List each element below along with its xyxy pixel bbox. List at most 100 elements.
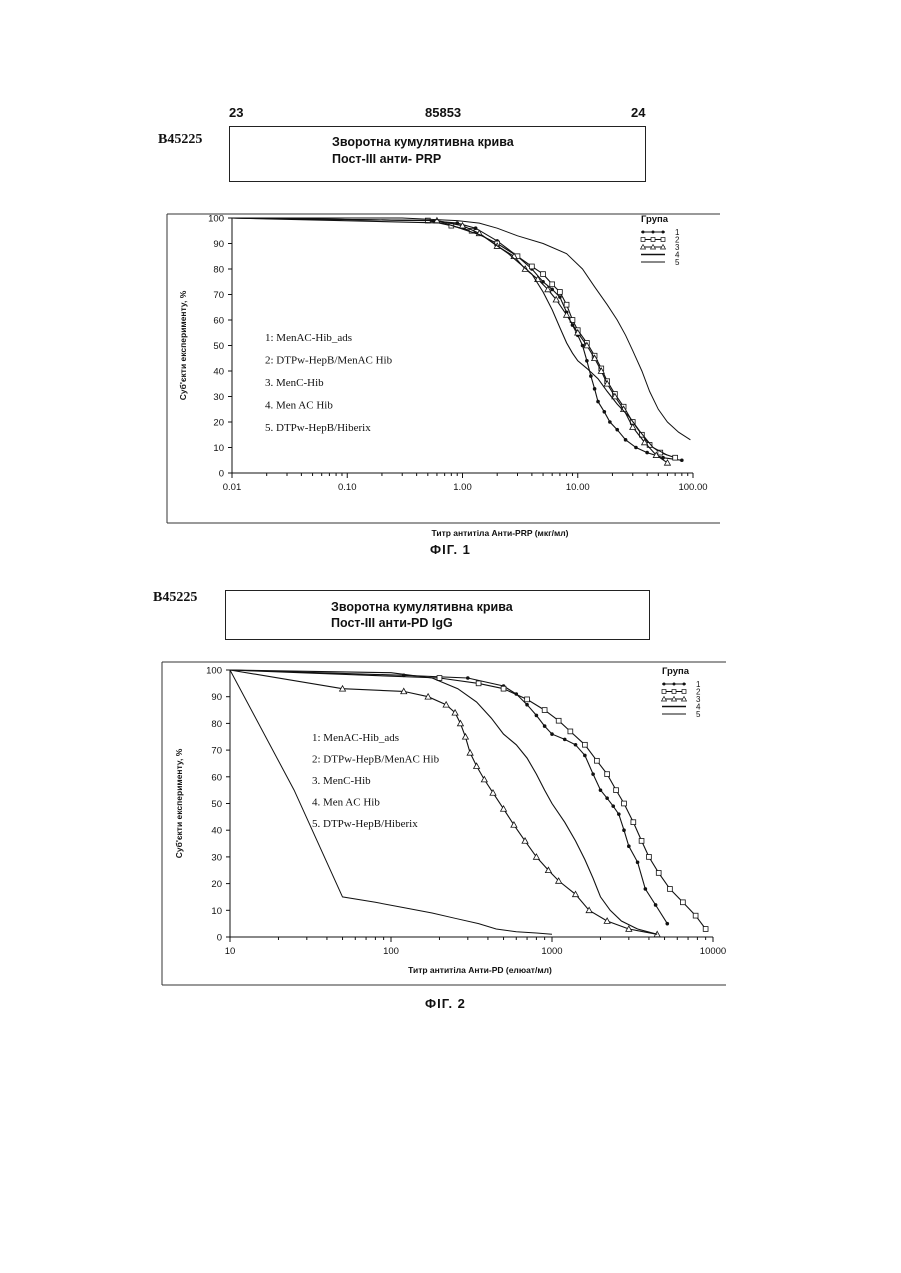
series-2-point bbox=[614, 788, 619, 793]
legend-marker-2 bbox=[651, 238, 655, 242]
x-tick-label: 1.00 bbox=[453, 482, 472, 493]
y-tick-label: 30 bbox=[213, 392, 224, 403]
series-2-point bbox=[647, 855, 652, 860]
series-2-point bbox=[501, 686, 506, 691]
series-1-point bbox=[543, 724, 547, 728]
series-1-point bbox=[591, 772, 595, 776]
page-number-left: 23 bbox=[229, 105, 243, 120]
legend-marker-1 bbox=[662, 231, 665, 234]
series-2-point bbox=[525, 697, 530, 702]
x-tick-label: 1000 bbox=[541, 946, 562, 957]
series-1-point bbox=[608, 420, 612, 424]
series-1-point bbox=[645, 451, 649, 455]
series-2-point bbox=[529, 264, 534, 269]
y-tick-label: 70 bbox=[211, 746, 222, 757]
series-1-point bbox=[622, 828, 626, 832]
series-2-point bbox=[564, 302, 569, 307]
series-1-point bbox=[581, 344, 585, 348]
series-label-1: 1: MenAC-Hib_ads bbox=[312, 732, 399, 744]
series-3-point bbox=[481, 776, 487, 781]
series-1-point bbox=[624, 438, 628, 442]
y-tick-label: 70 bbox=[213, 290, 224, 301]
series-label-2: 2: DTPw-HepB/MenAC Hib bbox=[312, 754, 440, 766]
series-1-point bbox=[634, 446, 638, 450]
legend-entry-5: 5 bbox=[696, 710, 701, 719]
y-axis-label: Суб'єкти експерименту, % bbox=[178, 290, 188, 400]
figure-1-title-line1: Зворотна кумулятивна крива bbox=[332, 134, 514, 151]
series-1-point bbox=[605, 796, 609, 800]
series-2-point bbox=[656, 871, 661, 876]
legend-marker-2 bbox=[672, 690, 676, 694]
series-3-point bbox=[490, 790, 496, 795]
series-2-point bbox=[605, 772, 610, 777]
series-1-point bbox=[617, 812, 621, 816]
figure-2-title-box: Зворотна кумулятивна крива Пост-ІІІ анти… bbox=[225, 590, 650, 640]
figure-2-code: B45225 bbox=[153, 590, 197, 606]
series-1-point bbox=[603, 410, 607, 414]
series-1-point bbox=[636, 860, 640, 864]
series-1-point bbox=[583, 754, 587, 758]
y-axis-label: Суб'єкти експерименту, % bbox=[174, 748, 184, 858]
legend-marker-2 bbox=[641, 238, 645, 242]
figure-2-title-line2: Пост-ІІІ анти-PD IgG bbox=[331, 615, 453, 632]
figure-2-caption: ФІГ. 2 bbox=[425, 996, 466, 1011]
series-3-point bbox=[457, 720, 463, 725]
y-tick-label: 20 bbox=[211, 879, 222, 890]
y-tick-label: 80 bbox=[211, 719, 222, 730]
x-tick-label: 10.00 bbox=[566, 482, 590, 493]
series-label-5: 5. DTPw-HepB/Hiberix bbox=[312, 818, 418, 830]
series-2-point bbox=[437, 676, 442, 681]
figure-2-chart: 010203040506070809010010100100010000Титр… bbox=[150, 655, 730, 995]
series-1-line bbox=[230, 670, 667, 924]
y-tick-label: 90 bbox=[213, 239, 224, 250]
series-2-point bbox=[542, 708, 547, 713]
y-tick-label: 60 bbox=[211, 772, 222, 783]
series-1-point bbox=[644, 887, 648, 891]
x-tick-label: 0.10 bbox=[338, 482, 357, 493]
figure-1-caption: ФІГ. 1 bbox=[430, 542, 471, 557]
series-2-point bbox=[556, 718, 561, 723]
series-1-point bbox=[550, 732, 554, 736]
y-tick-label: 40 bbox=[213, 367, 224, 378]
series-2-point bbox=[476, 681, 481, 686]
series-1-point bbox=[593, 387, 597, 391]
series-1-point bbox=[599, 788, 603, 792]
figure-1-chart: 01020304050607080901000.010.101.0010.001… bbox=[150, 205, 730, 550]
legend-marker-2 bbox=[662, 690, 666, 694]
series-1-point bbox=[574, 743, 578, 747]
series-4-line bbox=[230, 670, 657, 934]
series-2-point bbox=[594, 758, 599, 763]
series-1-point bbox=[589, 374, 593, 378]
series-2-point bbox=[557, 290, 562, 295]
series-2-point bbox=[622, 801, 627, 806]
series-2-line bbox=[230, 670, 706, 929]
series-label-2: 2: DTPw-HepB/MenAC Hib bbox=[265, 355, 393, 367]
series-1-point bbox=[615, 428, 619, 432]
y-tick-label: 100 bbox=[208, 214, 224, 225]
legend-title: Група bbox=[641, 214, 669, 225]
x-tick-label: 0.01 bbox=[223, 482, 242, 493]
series-2-point bbox=[550, 282, 555, 287]
series-label-3: 3. MenC-Hib bbox=[312, 775, 371, 787]
y-tick-label: 90 bbox=[211, 692, 222, 703]
y-tick-label: 10 bbox=[211, 906, 222, 917]
series-1-point bbox=[680, 458, 684, 462]
series-2-point bbox=[703, 927, 708, 932]
series-1-point bbox=[525, 703, 529, 707]
series-1-point bbox=[563, 738, 567, 742]
series-3-point bbox=[474, 763, 480, 768]
series-label-4: 4. Men AC Hib bbox=[265, 400, 333, 412]
legend-marker-1 bbox=[642, 231, 645, 234]
series-label-4: 4. Men AC Hib bbox=[312, 797, 380, 809]
series-label-1: 1: MenAC-Hib_ads bbox=[265, 332, 352, 344]
legend-marker-1 bbox=[663, 683, 666, 686]
series-1-point bbox=[550, 288, 554, 292]
series-2-point bbox=[668, 887, 673, 892]
series-3-line bbox=[230, 670, 657, 934]
page-number-right: 24 bbox=[631, 105, 645, 120]
y-tick-label: 20 bbox=[213, 418, 224, 429]
y-tick-label: 50 bbox=[211, 799, 222, 810]
legend-marker-1 bbox=[683, 683, 686, 686]
series-1-point bbox=[466, 676, 470, 680]
series-1-point bbox=[665, 922, 669, 926]
